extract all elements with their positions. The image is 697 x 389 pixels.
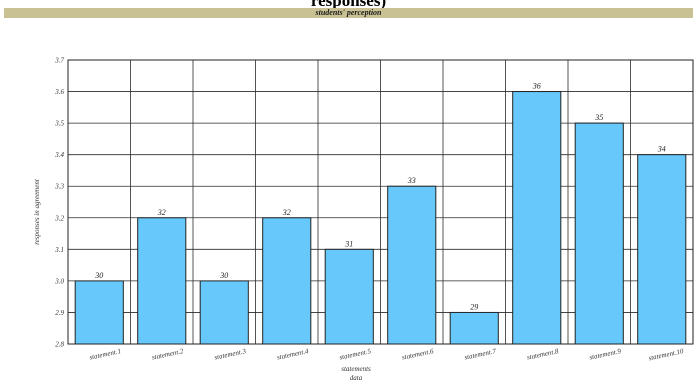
data-label: 33 [407, 176, 416, 185]
x-tick-label: statement.1 [89, 347, 122, 361]
x-tick-label: statement.8 [526, 347, 560, 362]
bar [387, 185, 437, 345]
x-axis-ticks: statement.1 statement.2 statement.3 stateme… [89, 347, 685, 362]
data-label: 30 [219, 271, 228, 280]
y-tick-label: 3.3 [54, 183, 64, 191]
data-label: 30 [94, 271, 103, 280]
bars [74, 91, 687, 345]
y-tick-label: 2.8 [55, 341, 64, 349]
data-label: 32 [157, 208, 166, 217]
x-tick-label: statement.3 [214, 347, 248, 362]
y-axis-ticks: 2.8 2.9 3.0 3.1 3.2 3.3 3.4 3.5 3.6 3.7 [54, 57, 64, 349]
data-labels: 30 32 30 32 31 33 29 36 35 34 [94, 82, 666, 312]
y-tick-label: 3.1 [54, 246, 64, 254]
bar [74, 280, 124, 345]
bar [262, 217, 312, 345]
x-tick-label: statement.5 [339, 347, 373, 362]
plot-frame [67, 59, 694, 345]
page-title: responses) [310, 0, 387, 10]
x-tick-label: statement.9 [589, 347, 623, 362]
y-tick-label: 2.9 [55, 309, 64, 317]
data-label: 36 [532, 82, 541, 91]
y-tick-label: 3.2 [54, 214, 64, 222]
y-tick-label: 3.5 [54, 120, 64, 128]
data-label: 34 [657, 145, 666, 154]
y-tick-label: 3.4 [54, 151, 64, 159]
y-axis-label: responses in agreement [33, 178, 41, 245]
y-tick-label: 3.6 [54, 88, 64, 96]
chart-subtitle: students' perception [315, 8, 382, 17]
bar [199, 280, 249, 345]
y-tick-label: 3.7 [54, 57, 64, 65]
x-tick-label: statement.2 [151, 347, 185, 362]
x-axis-label: statements [341, 365, 371, 373]
y-tick-label: 3.0 [54, 277, 64, 285]
title-band [4, 8, 693, 18]
x-axis-sublabel: data [350, 374, 363, 382]
data-label: 31 [344, 239, 353, 248]
data-label: 29 [470, 302, 478, 311]
x-tick-label: statement.10 [648, 347, 685, 362]
bar [637, 154, 687, 345]
bar [449, 311, 499, 345]
bar [324, 248, 374, 345]
data-label: 35 [594, 113, 603, 122]
data-label: 32 [282, 208, 291, 217]
bar [512, 91, 562, 345]
x-tick-label: statement.4 [276, 347, 310, 362]
bar [137, 217, 187, 345]
bar [574, 122, 624, 345]
x-tick-label: statement.6 [401, 347, 435, 362]
x-tick-label: statement.7 [464, 347, 498, 362]
